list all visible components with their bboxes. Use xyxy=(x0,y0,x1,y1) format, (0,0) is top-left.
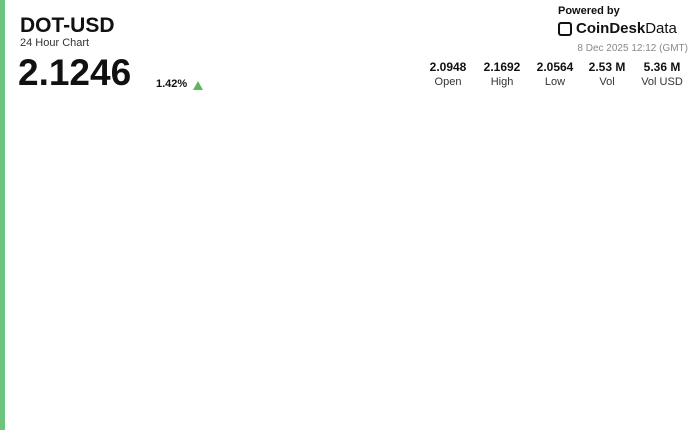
subtitle: 24 Hour Chart xyxy=(20,37,90,49)
stat: 2.0948 Open xyxy=(418,60,478,88)
stat: 5.36 M Vol USD xyxy=(632,60,692,88)
brand-name: CoinDesk xyxy=(576,20,646,37)
brand: CoinDeskData xyxy=(558,20,677,37)
price: 2.1246 xyxy=(18,52,132,93)
stat: 2.1692 High xyxy=(472,60,532,88)
stat-value: 5.36 M xyxy=(643,60,681,74)
stat-label: Low xyxy=(544,76,566,88)
stat: 2.53 M Vol xyxy=(577,60,637,88)
brand-icon xyxy=(558,22,572,36)
stat-value: 2.0564 xyxy=(536,60,574,74)
stat-label: Vol USD xyxy=(641,76,683,88)
up-arrow xyxy=(193,81,203,90)
powered-by: Powered by xyxy=(558,5,620,17)
brand-suffix: Data xyxy=(645,20,677,37)
stat-value: 2.53 M xyxy=(588,60,626,74)
stat: 2.0564 Low xyxy=(525,60,585,88)
stat-value: 2.1692 xyxy=(483,60,521,74)
accent-bar xyxy=(0,0,5,430)
change: 1.42% xyxy=(156,78,188,90)
stat-value: 2.0948 xyxy=(429,60,467,74)
stat-label: Open xyxy=(434,76,462,88)
stat-label: Vol xyxy=(599,76,615,88)
symbol: DOT-USD xyxy=(20,14,115,37)
timestamp: 8 Dec 2025 12:12 (GMT) xyxy=(577,43,688,54)
stat-label: High xyxy=(490,76,514,88)
